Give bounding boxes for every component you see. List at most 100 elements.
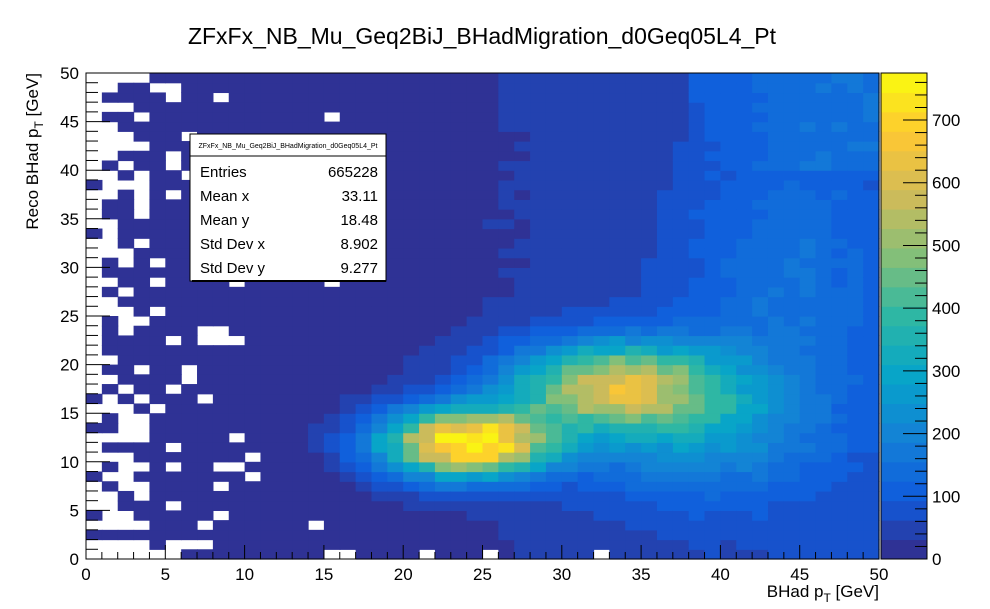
- heatmap-cell: [656, 199, 674, 210]
- heatmap-cell: [530, 374, 547, 385]
- heatmap-cell: [181, 218, 198, 230]
- heatmap-cell: [672, 150, 690, 162]
- heatmap-cell: [720, 238, 737, 249]
- heatmap-cell: [371, 549, 388, 560]
- heatmap-cell: [815, 393, 833, 405]
- heatmap-cell: [498, 549, 515, 560]
- heatmap-cell: [403, 529, 420, 541]
- heatmap-cell: [212, 306, 230, 317]
- heatmap-cell: [847, 520, 864, 531]
- heatmap-cell: [831, 539, 848, 550]
- heatmap-cell: [593, 432, 610, 443]
- heatmap-cell: [799, 238, 817, 249]
- heatmap-cell: [498, 471, 515, 482]
- heatmap-cell: [530, 218, 547, 230]
- heatmap-cell: [101, 325, 119, 337]
- heatmap-cell: [561, 364, 579, 375]
- heatmap-cell: [450, 257, 468, 268]
- heatmap-cell: [244, 393, 262, 405]
- heatmap-cell: [625, 257, 642, 268]
- heatmap-cell: [767, 316, 785, 327]
- heatmap-cell: [783, 238, 801, 249]
- heatmap-cell: [736, 238, 753, 249]
- heatmap-cell: [593, 442, 610, 453]
- heatmap-cell: [165, 403, 182, 414]
- heatmap-cell: [783, 199, 801, 210]
- x-axis-label: BHad pT [GeV]: [767, 582, 879, 605]
- heatmap-cell: [767, 403, 785, 414]
- heatmap-cell: [482, 170, 499, 181]
- heatmap-cell: [181, 335, 198, 346]
- heatmap-cell: [577, 432, 595, 443]
- heatmap-cell: [656, 131, 674, 142]
- heatmap-cell: [339, 539, 357, 550]
- heatmap-cell: [276, 325, 293, 337]
- heatmap-cell: [308, 73, 325, 84]
- heatmap-cell: [228, 384, 246, 395]
- heatmap-cell: [419, 364, 436, 375]
- heatmap-cell: [434, 500, 452, 511]
- heatmap-cell: [656, 228, 674, 239]
- heatmap-cell: [466, 364, 484, 375]
- heatmap-cell: [308, 364, 325, 375]
- heatmap-cell: [403, 471, 420, 482]
- heatmap-cell: [593, 510, 610, 521]
- heatmap-cell: [767, 335, 785, 346]
- heatmap-cell: [767, 102, 785, 113]
- heatmap-cell: [482, 306, 499, 317]
- heatmap-cell: [355, 121, 373, 132]
- heatmap-cell: [212, 73, 230, 84]
- heatmap-cell: [450, 160, 468, 171]
- heatmap-cell: [387, 471, 404, 482]
- heatmap-cell: [625, 121, 642, 132]
- heatmap-cell: [228, 82, 246, 94]
- heatmap-cell: [752, 549, 769, 560]
- heatmap-cell: [228, 490, 246, 502]
- heatmap-cell: [561, 92, 579, 103]
- heatmap-cell: [387, 257, 404, 268]
- heatmap-cell: [244, 432, 262, 443]
- heatmap-cell: [656, 461, 674, 473]
- heatmap-cell: [419, 111, 436, 123]
- heatmap-cell: [815, 364, 833, 375]
- heatmap-cell: [609, 316, 626, 327]
- heatmap-cell: [498, 286, 515, 298]
- heatmap-cell: [641, 452, 658, 463]
- heatmap-cell: [450, 539, 468, 550]
- heatmap-cell: [593, 228, 610, 239]
- heatmap-cell: [181, 209, 198, 220]
- heatmap-cell: [419, 335, 436, 346]
- heatmap-cell: [482, 442, 499, 453]
- heatmap-cell: [276, 354, 293, 366]
- heatmap-cell: [736, 500, 753, 511]
- heatmap-cell: [799, 131, 817, 142]
- heatmap-cell: [403, 335, 420, 346]
- heatmap-cell: [498, 121, 515, 132]
- heatmap-cell: [672, 218, 690, 230]
- heatmap-cell: [815, 170, 833, 181]
- color-scale-band: [881, 247, 927, 268]
- heatmap-cell: [752, 82, 769, 94]
- heatmap-cell: [181, 141, 198, 152]
- heatmap-cell: [165, 364, 182, 375]
- heatmap-cell: [466, 257, 484, 268]
- heatmap-cell: [815, 384, 833, 395]
- heatmap-cell: [530, 520, 547, 531]
- heatmap-cell: [403, 490, 420, 502]
- heatmap-cell: [308, 481, 325, 492]
- heatmap-cell: [482, 73, 499, 84]
- heatmap-cell: [197, 413, 214, 424]
- heatmap-cell: [434, 345, 452, 356]
- heatmap-cell: [244, 82, 262, 94]
- heatmap-cell: [403, 384, 420, 395]
- heatmap-cell: [593, 374, 610, 385]
- heatmap-cell: [863, 257, 880, 268]
- heatmap-cell: [466, 539, 484, 550]
- heatmap-cell: [419, 432, 436, 443]
- heatmap-cell: [419, 393, 436, 405]
- heatmap-cell: [308, 325, 325, 337]
- heatmap-cell: [434, 510, 452, 521]
- heatmap-cell: [403, 150, 420, 162]
- heatmap-cell: [577, 131, 595, 142]
- heatmap-cell: [672, 277, 690, 288]
